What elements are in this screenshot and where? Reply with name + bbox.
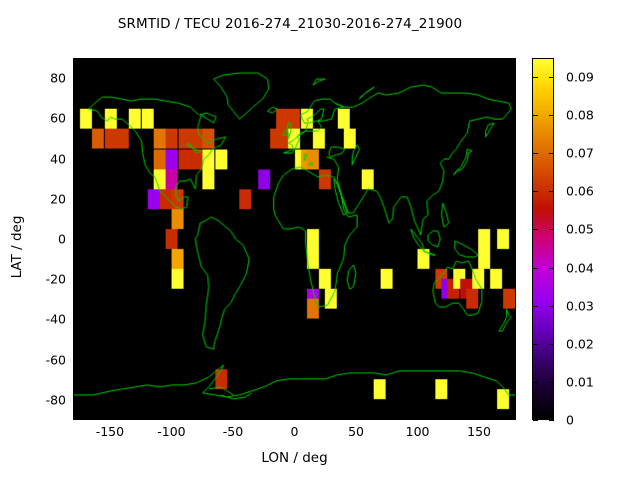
y-axis-label: LAT / deg [9, 215, 25, 279]
colorbar-tick-mark [549, 115, 554, 117]
y-tick-label: -60 [45, 352, 66, 368]
colorbar-tick-mark [533, 381, 538, 383]
colorbar-tick-mark [533, 420, 538, 421]
y-tick-label: 20 [50, 191, 66, 207]
chart-title: SRMTID / TECU 2016-274_21030-2016-274_21… [117, 16, 463, 32]
colorbar-tick-mark [533, 191, 538, 193]
colorbar-tick-label: 0.04 [566, 260, 594, 276]
x-tick-label: -50 [222, 424, 244, 439]
colorbar-tick-mark [549, 381, 554, 383]
colorbar-tick-mark [549, 420, 554, 421]
colorbar-tick-mark [549, 153, 554, 155]
y-tick-label: 60 [50, 110, 66, 126]
colorbar-tick-label: 0.01 [566, 374, 594, 390]
x-tick-label: 100 [405, 424, 430, 439]
colorbar-tick-mark [533, 77, 538, 79]
colorbar-tick-mark [533, 305, 538, 307]
colorbar-tick-mark [533, 115, 538, 117]
x-axis-label: LON / deg [261, 450, 328, 466]
colorbar-tick-label: 0 [566, 412, 574, 428]
colorbar-tick-mark [549, 191, 554, 193]
y-tick-label: -80 [45, 392, 66, 408]
x-tick-label: -150 [95, 424, 125, 439]
colorbar-tick-label: 0.06 [566, 183, 594, 199]
map-plot-area[interactable] [73, 58, 516, 420]
x-tick-label: 50 [348, 424, 364, 439]
y-tick-label: -20 [45, 271, 66, 287]
colorbar-tick-label: 0.02 [566, 336, 594, 352]
y-tick-label: 40 [50, 151, 66, 167]
colorbar-tick-mark [533, 267, 538, 269]
colorbar-tick-mark [549, 229, 554, 231]
colorbar-tick-mark [549, 343, 554, 345]
colorbar-tick-mark [549, 77, 554, 79]
colorbar-tick-mark [533, 153, 538, 155]
x-tick-label: 150 [467, 424, 492, 439]
x-tick-label: 0 [290, 424, 299, 439]
coastline-layer [74, 59, 515, 419]
colorbar-tick-label: 0.08 [566, 107, 594, 123]
x-tick-label: -100 [157, 424, 186, 439]
y-tick-label: 0 [58, 231, 66, 247]
colorbar-tick-mark [549, 267, 554, 269]
y-tick-label: 80 [50, 70, 66, 86]
colorbar[interactable] [532, 58, 554, 420]
colorbar-tick-label: 0.09 [566, 69, 594, 85]
colorbar-gradient [533, 59, 553, 419]
y-tick-label: -40 [45, 311, 66, 327]
colorbar-tick-label: 0.07 [566, 145, 594, 161]
colorbar-tick-mark [549, 305, 554, 307]
colorbar-tick-mark [533, 229, 538, 231]
colorbar-tick-mark [533, 343, 538, 345]
colorbar-tick-label: 0.03 [566, 298, 594, 314]
colorbar-tick-label: 0.05 [566, 221, 594, 237]
